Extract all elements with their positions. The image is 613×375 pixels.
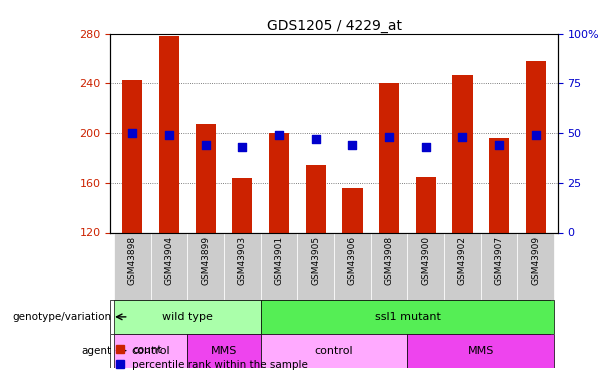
Text: GSM43900: GSM43900 [421, 236, 430, 285]
Text: GSM43899: GSM43899 [201, 236, 210, 285]
Bar [196, 124, 216, 232]
FancyBboxPatch shape [334, 232, 371, 300]
Text: GSM43906: GSM43906 [348, 236, 357, 285]
Text: GSM43908: GSM43908 [384, 236, 394, 285]
Bar [232, 178, 253, 232]
FancyBboxPatch shape [114, 300, 261, 334]
FancyBboxPatch shape [481, 232, 517, 300]
Point [237, 144, 247, 150]
Bar [122, 80, 142, 232]
FancyBboxPatch shape [297, 232, 334, 300]
Bar [526, 61, 546, 232]
Text: agent: agent [81, 346, 111, 355]
FancyBboxPatch shape [188, 334, 261, 368]
Text: GSM43905: GSM43905 [311, 236, 320, 285]
Point [494, 142, 504, 148]
Point [384, 134, 394, 140]
Point [201, 142, 211, 148]
Bar [489, 138, 509, 232]
Bar [306, 165, 326, 232]
Bar [452, 75, 473, 232]
Text: GSM43903: GSM43903 [238, 236, 247, 285]
FancyBboxPatch shape [224, 232, 261, 300]
FancyBboxPatch shape [371, 232, 408, 300]
Text: GSM43909: GSM43909 [531, 236, 540, 285]
Legend: count, percentile rank within the sample: count, percentile rank within the sample [115, 345, 308, 370]
FancyBboxPatch shape [408, 334, 554, 368]
FancyBboxPatch shape [188, 232, 224, 300]
FancyBboxPatch shape [444, 232, 481, 300]
FancyBboxPatch shape [114, 232, 151, 300]
Text: control: control [131, 346, 170, 355]
FancyBboxPatch shape [517, 232, 554, 300]
FancyBboxPatch shape [261, 334, 408, 368]
Point [128, 130, 137, 136]
Point [311, 136, 321, 142]
Point [274, 132, 284, 138]
Text: wild type: wild type [162, 312, 213, 322]
Bar [342, 188, 362, 232]
FancyBboxPatch shape [261, 300, 554, 334]
Bar [379, 84, 399, 232]
FancyBboxPatch shape [114, 334, 188, 368]
Text: genotype/variation: genotype/variation [12, 312, 111, 322]
FancyBboxPatch shape [408, 232, 444, 300]
Text: GSM43898: GSM43898 [128, 236, 137, 285]
Text: control: control [314, 346, 354, 355]
Point [421, 144, 431, 150]
Bar [159, 36, 179, 232]
Point [531, 132, 541, 138]
Title: GDS1205 / 4229_at: GDS1205 / 4229_at [267, 19, 402, 33]
FancyBboxPatch shape [151, 232, 188, 300]
Text: GSM43904: GSM43904 [164, 236, 173, 285]
FancyBboxPatch shape [261, 232, 297, 300]
Text: GSM43901: GSM43901 [275, 236, 284, 285]
Point [164, 132, 174, 138]
Text: GSM43907: GSM43907 [495, 236, 504, 285]
Bar [416, 177, 436, 232]
Text: ssl1 mutant: ssl1 mutant [375, 312, 440, 322]
Point [457, 134, 467, 140]
Bar [269, 133, 289, 232]
Point [348, 142, 357, 148]
Text: MMS: MMS [468, 346, 494, 355]
Text: MMS: MMS [211, 346, 237, 355]
Text: GSM43902: GSM43902 [458, 236, 467, 285]
